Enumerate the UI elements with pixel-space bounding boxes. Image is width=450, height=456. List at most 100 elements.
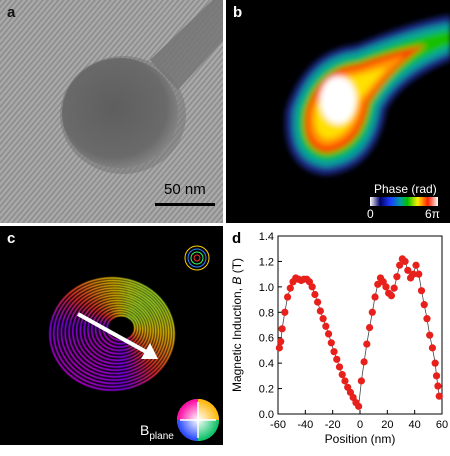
data-point	[420, 301, 428, 309]
y-tick-label: 0.8	[259, 307, 274, 319]
data-point	[435, 392, 443, 400]
data-point	[404, 266, 412, 274]
contour-image: Bplane	[49, 245, 219, 442]
small-contour-ring	[190, 251, 204, 265]
small-contour-ring	[193, 254, 201, 262]
data-point	[357, 377, 365, 385]
data-point	[314, 298, 322, 306]
contour-line	[94, 307, 144, 352]
colorbar	[370, 197, 438, 206]
y-tick-label: 1.2	[259, 256, 274, 268]
data-point	[417, 287, 426, 295]
data-point	[327, 339, 335, 347]
data-point	[401, 257, 409, 266]
colorbar-max-label: 6π	[425, 207, 440, 221]
data-point	[330, 348, 338, 356]
data-point	[283, 293, 292, 301]
contour-line	[98, 309, 142, 348]
data-point	[322, 322, 330, 330]
x-tick-label: -20	[325, 419, 341, 431]
panel-c-induction-map: Bplane c	[0, 226, 223, 445]
contour-line	[91, 304, 147, 355]
y-tick-label: 1.4	[259, 231, 274, 243]
panel-letter-b: b	[233, 4, 243, 21]
colorbar-title: Phase (rad)	[374, 182, 437, 196]
contour-line	[52, 279, 173, 388]
data-point	[409, 270, 417, 278]
y-tick-label: 0.6	[259, 333, 274, 345]
data-point	[415, 270, 423, 278]
data-point	[393, 273, 401, 281]
data-point	[308, 283, 316, 291]
data-point	[338, 370, 346, 379]
micrograph-image	[0, 0, 223, 223]
scale-bar-label: 50 nm	[164, 181, 206, 198]
contour-line	[56, 282, 170, 385]
contour-line	[60, 284, 168, 381]
data-point	[412, 261, 420, 269]
data-point	[311, 290, 319, 299]
x-tick-label: -40	[297, 419, 313, 431]
y-axis-label: Magnetic Induction, B (T)	[230, 258, 244, 392]
data-point	[432, 372, 441, 380]
data-point	[335, 363, 344, 371]
panel-letter-a: a	[7, 4, 16, 21]
y-tick-label: 0.4	[259, 358, 274, 370]
data-point	[286, 284, 294, 292]
x-tick-label: -60	[270, 419, 286, 431]
data-point	[281, 308, 289, 316]
x-tick-label: 40	[409, 419, 421, 431]
data-point	[368, 308, 376, 316]
data-point	[431, 359, 439, 367]
data-point	[277, 337, 285, 346]
data-point	[390, 284, 398, 292]
data-point	[324, 330, 333, 338]
data-point	[341, 377, 349, 385]
phase-image: Phase (rad) 0 6π	[285, 15, 450, 221]
y-tick-label: 1.0	[259, 282, 274, 294]
y-tick-label: 0.2	[259, 384, 274, 396]
data-point	[319, 315, 327, 323]
panel-letter-d: d	[232, 230, 242, 247]
x-tick-label: 0	[357, 419, 363, 431]
panel-letter-c: c	[7, 230, 16, 247]
contour-line	[79, 297, 155, 365]
magnetization-arrow	[77, 312, 151, 356]
data-point	[333, 355, 341, 363]
small-contour-ring	[187, 248, 207, 268]
contour-line	[68, 289, 162, 375]
data-point	[275, 344, 283, 352]
x-tick-label: 20	[381, 419, 393, 431]
contour-line	[83, 299, 152, 362]
data-point	[363, 340, 371, 348]
data-point	[316, 307, 324, 315]
data-point	[382, 283, 390, 291]
data-point	[371, 293, 379, 301]
data-point	[365, 323, 374, 332]
contour-line	[87, 302, 149, 358]
contour-line	[64, 287, 165, 378]
x-axis-label: Position (nm)	[325, 432, 396, 446]
color-wheel-label: Bplane	[140, 422, 174, 442]
data-point	[396, 261, 404, 269]
data-point	[360, 358, 368, 366]
induction-profile-chart: -60 -40 -20 0 20 40 60 0.0 0.2 0.4 0.6 0.8 1.0 1.2 1.…	[230, 231, 448, 446]
contour-line	[75, 294, 157, 368]
panel-d-induction-profile: -60 -40 -20 0 20 40 60 0.0 0.2 0.4 0.6 0.8 1.0 1.2 1.…	[226, 226, 450, 456]
panel-b-phase-map: Phase (rad) 0 6π b	[226, 0, 450, 223]
y-tick-label: 0.0	[259, 409, 274, 421]
x-tick-label: 60	[436, 419, 448, 431]
data-point	[374, 280, 382, 288]
data-point	[423, 315, 431, 323]
colorbar-min-label: 0	[367, 207, 374, 221]
data-point	[434, 382, 442, 390]
data-point	[355, 402, 363, 410]
data-point	[278, 325, 286, 333]
panel-a-micrograph: a 50 nm	[0, 0, 223, 223]
data-point	[426, 331, 434, 339]
contour-line	[49, 277, 175, 391]
color-wheel-legend	[177, 399, 219, 441]
contour-line	[72, 292, 160, 371]
data-point	[428, 344, 437, 352]
scale-bar	[155, 203, 215, 206]
